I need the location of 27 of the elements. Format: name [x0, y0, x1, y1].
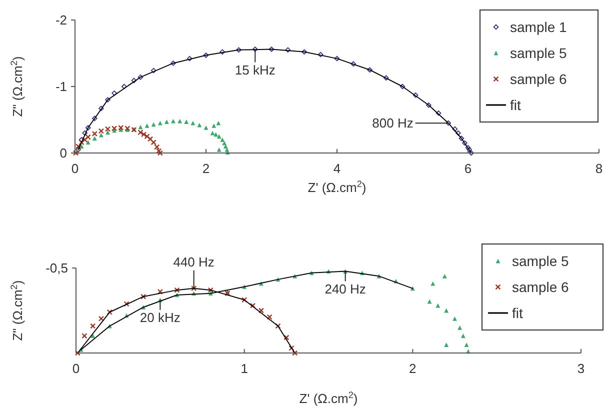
y-tick-label: 0	[60, 146, 67, 160]
legend-label: fit	[512, 305, 523, 321]
text: -0,5	[46, 260, 68, 276]
x-tick-label: 3	[577, 361, 585, 376]
y-tick-label: -2	[55, 12, 67, 28]
x-tick-label: 1	[240, 361, 248, 376]
y-tick-label: -1	[55, 79, 67, 94]
x-tick-label: 6	[464, 161, 472, 176]
annotation: 800 Hz	[372, 116, 414, 131]
x-axis-title: Z' (Ω.cm$^{2}$)	[299, 390, 358, 406]
annotation: 240 Hz	[324, 281, 366, 296]
x-tick-label: 8	[595, 161, 603, 176]
annotation: 440 Hz	[173, 254, 214, 270]
x-tick-label: 2	[202, 161, 210, 176]
x-tick-label: 4	[333, 161, 341, 176]
annotation: 20 kHz	[140, 310, 180, 325]
annotation: 15 kHz	[234, 62, 276, 78]
x-axis-title: Z' (Ω.cm$^{2}$)	[308, 179, 366, 195]
x-tick-label: 0	[71, 161, 79, 176]
legend-label: sample 6	[512, 279, 570, 295]
x-tick-label: 0	[72, 361, 80, 376]
legend-label: fit	[510, 97, 521, 113]
legend-label: sample 5	[510, 45, 568, 61]
x-tick-label: 2	[409, 361, 416, 376]
legend-label: sample 5	[512, 253, 570, 269]
legend-label: sample 1	[510, 19, 568, 35]
legend-label: sample 6	[510, 71, 568, 87]
